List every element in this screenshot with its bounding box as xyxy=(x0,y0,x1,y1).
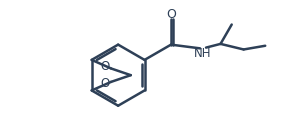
Text: NH: NH xyxy=(194,47,212,60)
Text: O: O xyxy=(166,8,176,21)
Text: O: O xyxy=(101,60,110,73)
Text: O: O xyxy=(101,77,110,90)
